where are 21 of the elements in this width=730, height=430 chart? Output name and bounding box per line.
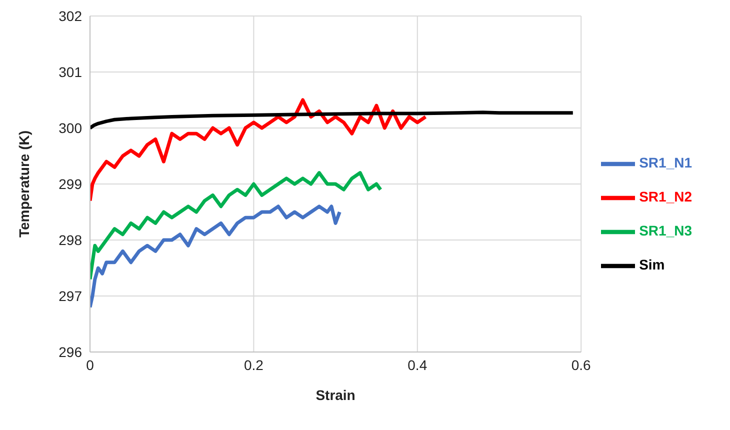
x-tick-label: 0.2	[244, 356, 264, 373]
line-series	[90, 171, 382, 281]
legend-label: Sim	[639, 256, 665, 273]
line-series	[90, 204, 342, 309]
line-series	[90, 110, 575, 130]
legend-label: SR1_N2	[639, 188, 692, 205]
y-tick-label: 298	[58, 232, 82, 248]
x-axis-title: Strain	[316, 387, 356, 403]
y-tick-label: 300	[58, 120, 82, 136]
y-axis-title: Temperature (K)	[16, 130, 32, 238]
y-tick-label: 302	[58, 8, 82, 24]
legend-label: SR1_N3	[639, 222, 692, 239]
y-tick-label: 299	[58, 176, 82, 192]
x-tick-label: 0.6	[571, 356, 592, 373]
legend-label: SR1_N1	[639, 154, 692, 171]
y-tick-label: 297	[58, 288, 82, 304]
line-series	[90, 98, 428, 203]
x-tick-label: 0	[86, 356, 94, 373]
x-tick-label: 0.4	[408, 356, 428, 373]
y-tick-label: 301	[58, 64, 82, 80]
y-tick-label: 296	[58, 344, 82, 360]
